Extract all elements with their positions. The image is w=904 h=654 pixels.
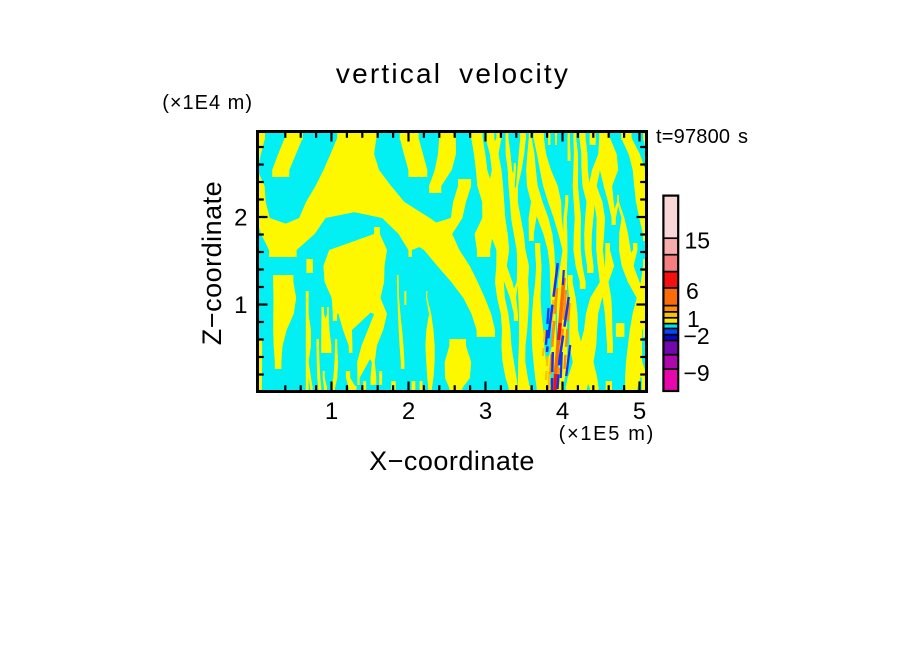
- svg-text:(×1E4 m): (×1E4 m): [162, 92, 253, 114]
- svg-text:6: 6: [686, 278, 699, 304]
- svg-text:1: 1: [687, 306, 700, 332]
- svg-text:−9: −9: [684, 360, 710, 386]
- svg-text:t=97800 s: t=97800 s: [656, 126, 748, 148]
- svg-text:2: 2: [234, 205, 247, 232]
- svg-text:1: 1: [234, 292, 247, 319]
- svg-text:vertical velocity: vertical velocity: [336, 58, 570, 89]
- svg-text:4: 4: [556, 398, 569, 425]
- svg-text:Z−coordinate: Z−coordinate: [197, 181, 227, 345]
- svg-text:5: 5: [633, 398, 646, 425]
- svg-text:2: 2: [402, 398, 415, 425]
- svg-text:X−coordinate: X−coordinate: [369, 446, 535, 476]
- svg-text:−2: −2: [684, 323, 710, 349]
- svg-text:3: 3: [479, 398, 492, 425]
- svg-text:15: 15: [685, 228, 711, 254]
- svg-text:(×1E5 m): (×1E5 m): [559, 423, 655, 445]
- svg-text:1: 1: [325, 398, 338, 425]
